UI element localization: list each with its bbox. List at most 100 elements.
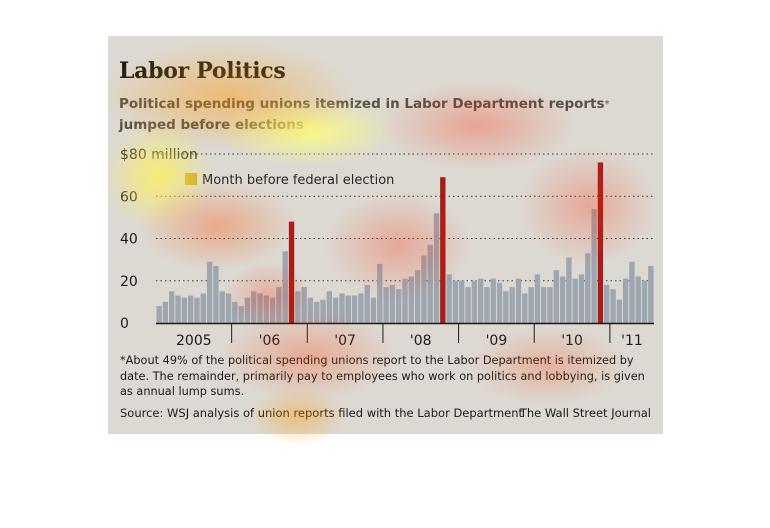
graphic-card: 2005 '06 '07 '08 '09 '10 '11 $80 million 60 40 20… (108, 36, 663, 434)
x-tick-label: '07 (334, 333, 356, 349)
bar (578, 274, 585, 323)
bar (351, 295, 358, 323)
chart-subtitle: Political spending unions itemized in La… (119, 94, 639, 136)
bar (408, 276, 414, 323)
bar (477, 278, 484, 323)
bar (610, 289, 616, 323)
bar (547, 287, 553, 323)
bar (307, 297, 314, 323)
bar (427, 244, 433, 323)
bar (358, 293, 364, 323)
bar (257, 293, 263, 323)
bar (471, 280, 478, 323)
bar (515, 278, 522, 323)
bar (541, 287, 547, 323)
x-tick-label: '11 (621, 333, 643, 349)
bar (339, 293, 345, 323)
bar (320, 299, 326, 323)
bar (414, 270, 421, 323)
bar (314, 301, 320, 323)
footnote: *About 49% of the political spending uni… (120, 354, 645, 398)
bar (484, 287, 490, 323)
bar (490, 278, 496, 323)
x-tick-label: '06 (259, 333, 281, 349)
legend-label: Month before federal election (202, 173, 394, 188)
bar (629, 261, 635, 323)
bar (566, 257, 572, 323)
bar (364, 284, 370, 323)
bar (559, 276, 566, 323)
bar (301, 287, 307, 323)
bar (396, 289, 402, 323)
y-tick-label: $80 million (120, 147, 198, 163)
bar (528, 287, 534, 323)
chart-title: Labor Politics (119, 58, 286, 84)
bar (402, 278, 408, 323)
bar (200, 293, 206, 323)
bar (446, 274, 452, 323)
bar (232, 301, 238, 323)
bar-chart: 2005 '06 '07 '08 '09 '10 '11 $80 million 60 40 20… (120, 147, 654, 349)
bar (238, 306, 244, 323)
source-line: Source: WSJ analysis of union reports fi… (120, 406, 524, 420)
bar (244, 297, 251, 323)
bar (465, 287, 471, 323)
bar (641, 280, 648, 323)
bar (269, 297, 276, 323)
bar (370, 297, 377, 323)
x-axis: 2005 '06 '07 '08 '09 '10 '11 (156, 322, 654, 349)
bar (276, 287, 282, 323)
bars (156, 162, 654, 323)
bar (282, 251, 288, 323)
bar (187, 295, 194, 323)
bar (622, 278, 629, 323)
x-tick-label: '09 (486, 333, 508, 349)
bar (452, 280, 459, 323)
bar (175, 295, 181, 323)
bar (572, 278, 578, 323)
election-bar (597, 162, 604, 323)
bar (616, 299, 623, 323)
bar (156, 306, 162, 323)
subtitle-footnote-mark: * (604, 99, 610, 110)
x-tick-label: 2005 (176, 333, 212, 349)
bar (503, 291, 509, 323)
bar (251, 291, 257, 323)
bar (585, 253, 591, 323)
bar (295, 291, 301, 323)
bar (389, 284, 396, 323)
bar (332, 297, 339, 323)
bar (522, 293, 528, 323)
bar (509, 287, 515, 323)
legend-swatch (185, 173, 197, 185)
bar (648, 265, 654, 323)
credit-line: The Wall Street Journal (519, 406, 651, 420)
bar (194, 297, 200, 323)
x-tick-label: '10 (561, 333, 583, 349)
bar (162, 301, 169, 323)
bar (213, 265, 219, 323)
bar (206, 261, 213, 323)
x-tick-label: '08 (410, 333, 432, 349)
bar (263, 295, 269, 323)
y-tick-label: 0 (120, 316, 129, 332)
bar (635, 276, 641, 323)
bar (591, 208, 597, 323)
legend: Month before federal election (185, 173, 394, 188)
subtitle-line-2: jumped before elections (119, 117, 304, 133)
bar (459, 280, 465, 323)
bar (534, 274, 541, 323)
bar (377, 263, 383, 323)
y-tick-label: 40 (120, 232, 138, 248)
bar (219, 291, 225, 323)
bar (433, 213, 440, 323)
bar (169, 291, 175, 323)
bar (553, 270, 559, 323)
bar (421, 255, 427, 323)
bar (345, 295, 351, 323)
bar (496, 282, 503, 323)
bar (326, 291, 333, 323)
bar (383, 287, 389, 323)
bar (181, 297, 188, 323)
subtitle-line-1: Political spending unions itemized in La… (119, 96, 605, 112)
